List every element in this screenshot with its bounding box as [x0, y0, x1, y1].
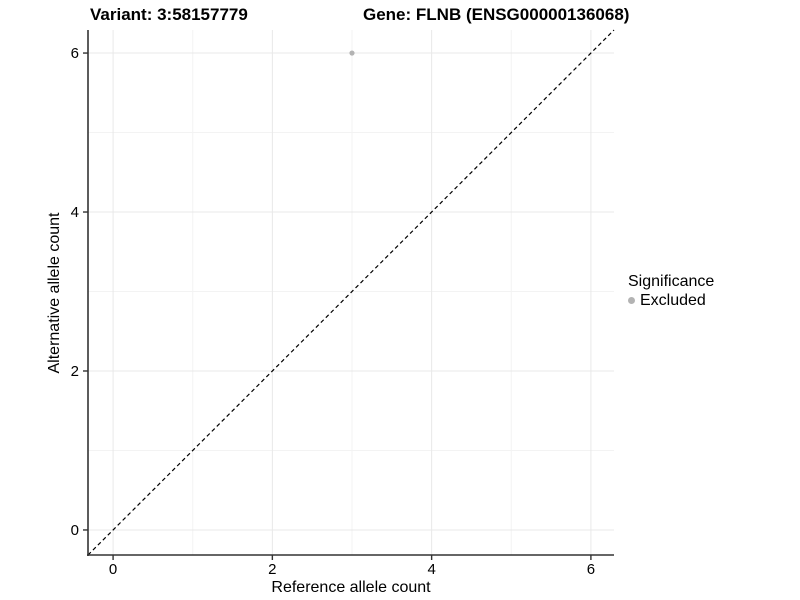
y-tick-label: 2: [71, 363, 79, 380]
x-tick-label: 4: [427, 561, 435, 578]
legend-point-icon: [628, 297, 635, 304]
x-tick-label: 6: [587, 561, 595, 578]
plot-title-variant: Variant: 3:58157779: [90, 5, 248, 24]
y-axis-title: Alternative allele count: [46, 212, 63, 374]
legend: Significance Excluded: [628, 272, 714, 310]
x-tick-label: 2: [268, 561, 276, 578]
legend-item-excluded: Excluded: [628, 291, 714, 310]
y-tick-label: 6: [71, 45, 79, 62]
x-axis-title: Reference allele count: [271, 579, 431, 596]
x-tick-label: 0: [109, 561, 117, 578]
identity-line: [87, 29, 615, 556]
y-tick-label: 0: [71, 522, 79, 539]
legend-item-label: Excluded: [640, 292, 706, 309]
data-point: [349, 50, 355, 56]
plot-title-gene: Gene: FLNB (ENSG00000136068): [363, 5, 630, 24]
legend-title: Significance: [628, 273, 715, 290]
y-tick-label: 4: [71, 204, 79, 221]
